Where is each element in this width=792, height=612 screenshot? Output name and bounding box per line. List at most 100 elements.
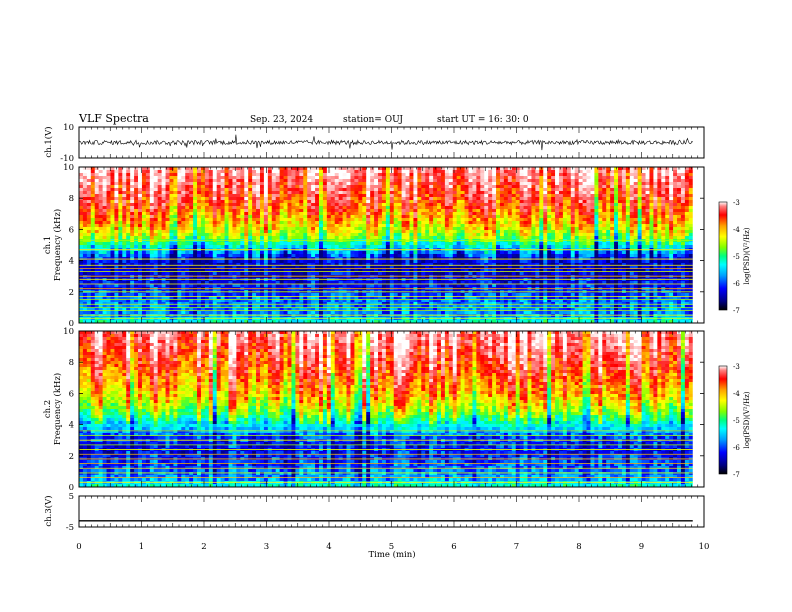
spectrogram-cell [566,179,572,183]
spectrogram-cell [279,212,284,216]
spectrogram-cell [212,203,218,207]
spectrogram-cell [275,233,281,237]
spectrogram-cell [271,200,277,204]
spectrogram-cell [204,176,210,180]
spectrogram-cell [169,191,174,195]
spectrogram-cell [141,203,147,207]
spectrogram-cell [507,251,513,255]
spectrogram-cell [429,179,434,183]
spectrogram-cell [330,206,336,210]
spectrogram-cell [287,176,292,180]
spectrogram-cell [145,236,151,240]
spectrogram-cell [358,242,363,246]
spectrogram-cell [480,200,485,204]
spectrogram-cell [259,188,265,192]
spectrogram-cell [271,209,277,213]
spectrogram-cell [153,200,159,204]
spectrogram-cell [181,227,186,231]
spectrogram-cell [197,251,202,255]
spectrogram-cell [602,188,607,192]
spectrogram-cell [598,224,603,228]
spectrogram-cell [303,197,308,201]
spectrogram-cell [558,188,564,192]
spectrogram-cell [393,236,399,240]
spectrogram-cell [315,221,320,225]
spectrogram-cell [244,203,249,207]
spectrogram-cell [389,173,395,177]
spectrogram-cell [122,179,127,183]
spectrogram-cell [547,212,552,216]
spectrogram-cell [275,227,281,231]
spectrogram-cell [248,197,253,201]
spectrogram-cell [393,185,399,189]
spectrogram-cell [590,209,595,213]
spectrogram-cell [169,179,174,183]
spectrogram-cell [90,194,96,198]
spectrogram-cell [322,242,328,246]
spectrogram-cell [393,206,399,210]
spectrogram-cell [216,182,222,186]
spectrogram-cell [566,200,572,204]
spectrogram-cell [456,212,462,216]
spectrogram-cell [452,188,458,192]
spectrogram-cell [621,191,627,195]
spectrogram-cell [138,236,143,240]
spectrogram-cell [440,260,446,264]
spectrogram-cell [197,218,202,222]
spectrogram-cell [460,167,465,171]
spectrogram-cell [134,215,139,219]
spectrogram-cell [94,215,100,219]
spectrogram-cell [673,251,678,255]
spectrogram-cell [370,182,375,186]
spectrogram-cell [570,173,576,177]
spectrogram-cell [618,212,623,216]
spectrogram-cell [350,188,355,192]
spectrogram-cell [145,209,151,213]
spectrogram-cell [661,224,666,228]
spectrogram-cell [303,182,308,186]
spectrogram-cell [240,176,245,180]
spectrogram-cell [401,176,406,180]
spectrogram-cell [551,215,556,219]
spectrogram-cell [527,221,532,225]
spectrogram-cell [326,179,332,183]
spectrogram-cell [484,185,489,189]
spectrogram-cell [224,227,229,231]
spectrogram-cell [181,260,186,264]
spectrogram-cell [468,194,473,198]
spectrogram-cell [657,242,662,246]
spectrogram-cell [566,167,572,171]
spectrogram-cell [385,236,391,240]
spectrogram-cell [543,191,548,195]
spectrogram-cell [385,224,391,228]
spectrogram-cell [547,191,552,195]
spectrogram-cell [417,182,422,186]
spectrogram-cell [358,212,363,216]
spectrogram-cell [220,245,225,249]
spectrogram-cell [413,191,418,195]
spectrogram-cell [464,206,469,210]
spectrogram-cell [134,191,139,195]
spectrogram-cell [220,236,225,240]
spectrogram-cell [248,200,253,204]
spectrogram-cell [645,200,650,204]
spectrogram-cell [157,188,163,192]
spectrogram-cell [488,170,493,174]
spectrogram-cell [177,245,182,249]
spectrogram-cell [503,254,509,258]
spectrogram-cell [543,260,548,264]
spectrogram-cell [248,245,253,249]
spectrogram-cell [232,254,237,258]
spectrogram-cell [397,203,403,207]
spectrogram-cell [440,242,446,246]
spectrogram-cell [547,224,552,228]
spectrogram-cell [114,188,119,192]
spectrogram-cell [346,179,351,183]
spectrogram-cell [362,170,367,174]
spectrogram-cell [464,215,469,219]
spectrogram-cell [86,242,92,246]
spectrogram-cell [460,194,465,198]
spectrogram-cell [295,185,300,189]
spectrogram-cell [303,212,308,216]
spectrogram-cell [586,260,591,264]
